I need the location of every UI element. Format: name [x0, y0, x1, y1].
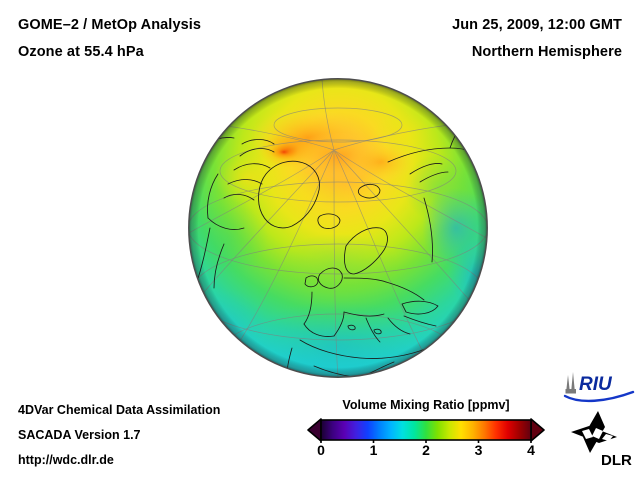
- colorbar-tick-label: 4: [527, 442, 535, 458]
- colorbar-tick-label: 3: [474, 442, 483, 458]
- dlr-logo-text: DLR: [601, 452, 632, 468]
- figure-title: GOME–2 / MetOp Analysis: [18, 17, 202, 33]
- colorbar-swatch: [307, 418, 545, 443]
- riu-logo-svg: RIU: [563, 372, 635, 403]
- colorbar-tick-label: 1: [369, 442, 378, 458]
- colorbar-title: Volume Mixing Ratio [ppmv]: [342, 398, 510, 412]
- colorbar-tick-label: 2: [422, 442, 430, 458]
- footer-version-line: SACADA Version 1.7: [18, 428, 141, 442]
- colorbar-min-arrow: [307, 418, 322, 442]
- figure-subtitle: Ozone at 55.4 hPa: [18, 44, 144, 60]
- globe-outline: [188, 78, 488, 378]
- riu-swoosh-icon: [563, 390, 635, 403]
- hemisphere-label: Northern Hemisphere: [471, 44, 622, 60]
- cathedral-spires-icon: [565, 372, 576, 394]
- observation-datetime: Jun 25, 2009, 12:00 GMT: [452, 17, 622, 33]
- footer-method-line: 4DVar Chemical Data Assimilation: [18, 403, 221, 417]
- colorbar-max-arrow: [530, 418, 545, 442]
- riu-logo-text: RIU: [579, 374, 613, 395]
- dlr-star-cutouts-icon: [582, 428, 613, 441]
- dlr-logo-svg: DLR: [571, 411, 632, 469]
- riu-logo: RIU: [562, 369, 636, 405]
- globe-svg: [188, 78, 488, 378]
- dlr-logo: DLR: [568, 410, 634, 469]
- footer-url-line[interactable]: http://wdc.dlr.de: [18, 453, 114, 467]
- colorbar-gradient: [320, 419, 532, 441]
- colorbar-tick-labels: 0 1 2 3 4: [307, 442, 545, 462]
- colorbar-ticks: [320, 440, 532, 443]
- colorbar: Volume Mixing Ratio [ppmv] 0 1 2 3 4: [307, 398, 545, 470]
- colorbar-tick-label: 0: [317, 442, 325, 458]
- orthographic-globe-map: [188, 78, 488, 378]
